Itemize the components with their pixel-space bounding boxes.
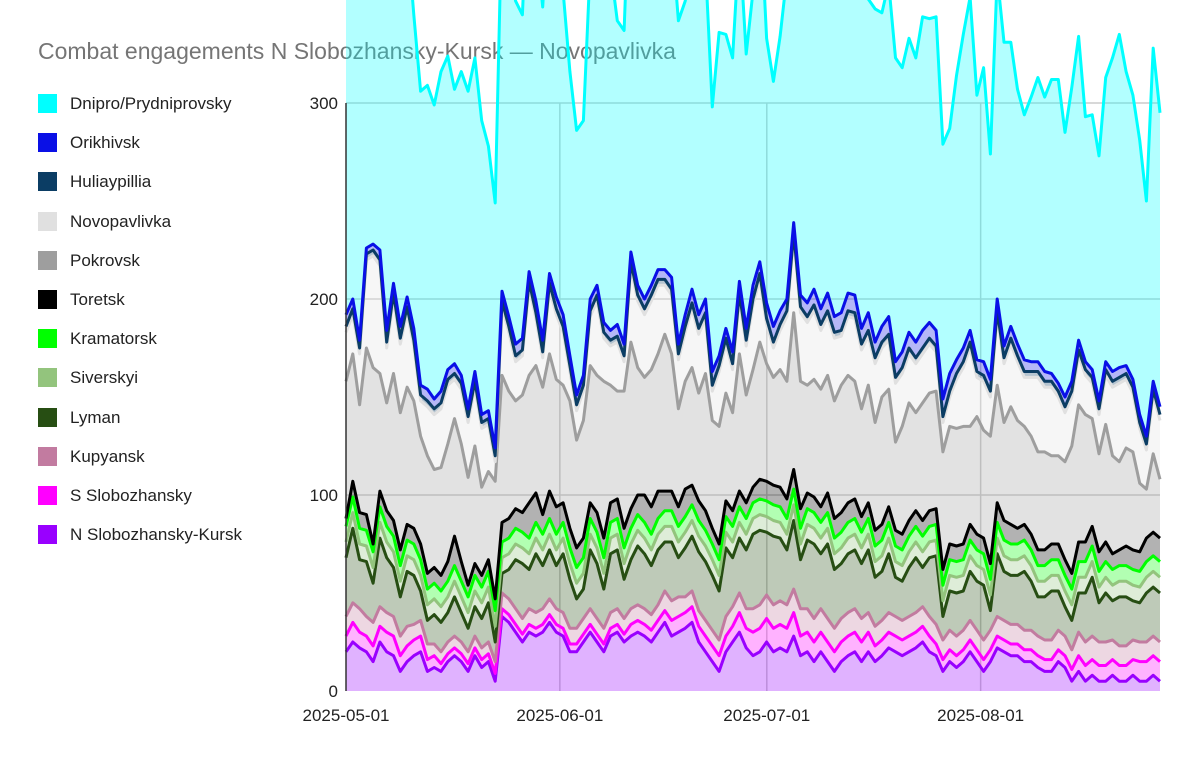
legend-swatch: [38, 485, 57, 505]
legend-label: Lyman: [70, 407, 121, 427]
series-areas: [346, 0, 1160, 691]
y-tick-label: 300: [310, 94, 338, 113]
legend-label: Pokrovsk: [70, 250, 140, 270]
series-area: [346, 489, 1160, 627]
series-area: [346, 0, 1160, 448]
x-tick-label: 2025-07-01: [723, 706, 810, 725]
series-line[interactable]: [346, 0, 1162, 205]
legend-label: Toretsk: [70, 289, 125, 309]
series-area: [346, 469, 1160, 611]
x-tick-label: 2025-08-01: [937, 706, 1024, 725]
legend-swatch: [38, 289, 57, 309]
legend-swatch: [38, 368, 57, 388]
series-area: [346, 520, 1160, 662]
series-line[interactable]: [344, 519, 1161, 644]
series-area: [346, 606, 1160, 682]
legend-label: Kupyansk: [70, 446, 145, 466]
legend-swatch: [38, 94, 57, 113]
series-line[interactable]: [344, 230, 1162, 458]
legend-swatch: [38, 250, 57, 270]
legend-swatch: [38, 525, 57, 545]
series-line[interactable]: [344, 605, 1161, 675]
legend-label: Huliaypillia: [70, 172, 152, 192]
legend-swatch: [38, 172, 57, 192]
y-tick-label: 0: [329, 682, 338, 701]
x-tick-label: 2025-06-01: [516, 706, 603, 725]
legend-label: Novopavlivka: [70, 211, 172, 231]
y-tick-labels: 0 100 200 300: [310, 94, 338, 701]
series-line[interactable]: [344, 221, 1162, 450]
series-line[interactable]: [344, 468, 1161, 601]
series-line[interactable]: [344, 503, 1161, 628]
legend-label: Siverskyi: [70, 368, 139, 388]
legend-swatch: [38, 211, 57, 231]
x-tick-labels: 2025-05-01 2025-06-01 2025-07-01 2025-08-01: [303, 706, 1025, 725]
y-tick-label: 200: [310, 290, 338, 309]
legend-label: Dnipro/Prydniprovsky: [70, 94, 232, 113]
legend-label: Kramatorsk: [70, 329, 157, 349]
series-area: [346, 616, 1160, 691]
series-line[interactable]: [344, 615, 1161, 683]
series-line[interactable]: [344, 587, 1161, 664]
series-area: [346, 312, 1160, 599]
series-line[interactable]: [344, 487, 1161, 613]
series-area: [346, 504, 1160, 642]
series-line[interactable]: [344, 311, 1162, 491]
series-lines: [344, 0, 1162, 683]
x-tick-label: 2025-05-01: [303, 706, 390, 725]
legend-swatch: [38, 446, 57, 466]
legend-label: S Slobozhansky: [70, 485, 192, 505]
legend-swatch: [38, 133, 57, 153]
legend-swatch: [38, 329, 57, 349]
legend-label: Orikhivsk: [70, 133, 140, 153]
legend-swatch: [38, 407, 57, 427]
y-tick-label: 100: [310, 486, 338, 505]
legend-label: N Slobozhansky-Kursk: [70, 525, 242, 545]
